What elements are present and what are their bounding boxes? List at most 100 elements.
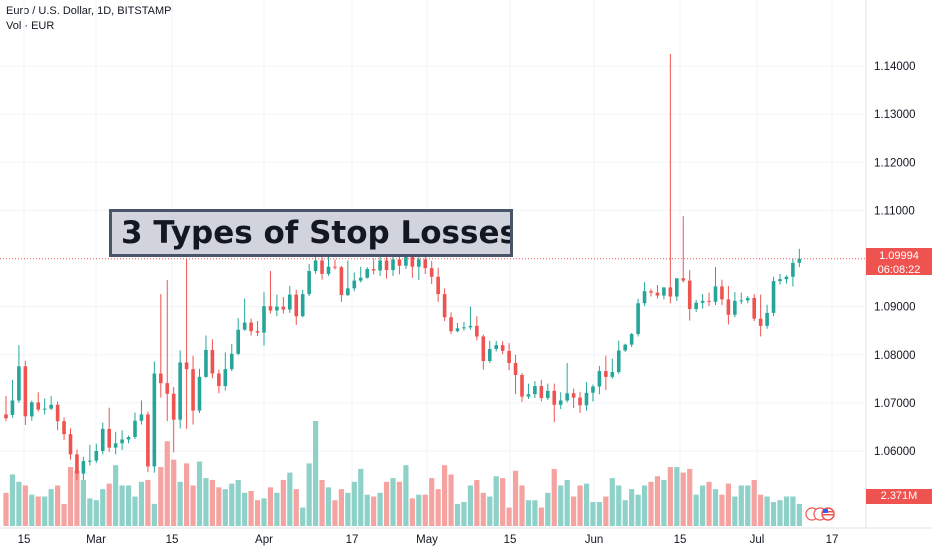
volume-bar [332, 500, 338, 526]
candle [339, 265, 344, 302]
candle-body [17, 366, 21, 401]
candle-body [733, 300, 737, 315]
volume-bar [151, 503, 157, 526]
candle-body [313, 260, 318, 272]
volume-bar [203, 478, 209, 526]
candle [146, 411, 150, 473]
candle-body [591, 386, 595, 393]
candle [526, 383, 531, 400]
candle-body [4, 414, 8, 419]
price-axis-bg [866, 0, 932, 550]
volume-bar [719, 494, 725, 526]
volume-bar [125, 485, 132, 526]
volume-bar [171, 459, 177, 526]
volume-label[interactable]: Vol · EUR [6, 20, 55, 32]
candle-body [778, 279, 782, 282]
x-tick-label: 15 [674, 534, 687, 546]
volume-bar [267, 487, 274, 526]
candle [507, 343, 511, 371]
candle-body [629, 334, 634, 345]
candle-body [371, 269, 376, 271]
candle-body [88, 460, 92, 462]
volume-bar [635, 494, 641, 526]
volume-bar [119, 485, 125, 526]
candle [468, 306, 473, 330]
candle [500, 341, 505, 355]
candle-body [281, 306, 286, 310]
x-tick-label: Apr [255, 534, 273, 546]
candle [326, 256, 331, 276]
candle-body [42, 408, 47, 410]
candle [623, 343, 627, 352]
candle-body [739, 300, 744, 302]
price-axis[interactable]: 1.14000 1.13000 1.12000 1.11000 1.09000 1.080… [865, 0, 932, 550]
candle [552, 383, 557, 423]
candle-body [236, 329, 240, 354]
volume-bar [196, 461, 203, 526]
candle [100, 422, 105, 455]
candle [352, 272, 357, 292]
candle-body [249, 322, 253, 332]
volume-bar [416, 494, 422, 526]
volume-bar [674, 467, 680, 526]
volume-bar [106, 483, 112, 526]
candle [197, 368, 202, 413]
candle-body [49, 404, 53, 409]
candle [68, 428, 73, 460]
volume-bar [577, 485, 583, 526]
volume-bar [229, 483, 235, 526]
candle [739, 292, 744, 305]
y-tick-label: 1.13000 [874, 109, 916, 121]
candle [268, 271, 273, 314]
candle [655, 284, 660, 299]
candle [62, 417, 66, 440]
candle [520, 373, 524, 402]
candle [171, 386, 176, 453]
volume-bar [390, 478, 396, 526]
candle [223, 352, 228, 391]
candle [700, 294, 705, 309]
candle [604, 355, 608, 390]
candle-body [610, 372, 615, 377]
candle-body [578, 397, 582, 406]
overlay-title-box: 3 Types of Stop Losses [109, 209, 513, 257]
volume-bar [351, 481, 357, 526]
candle [288, 285, 292, 313]
candle [636, 298, 640, 337]
volume-bar [487, 496, 493, 526]
candle-body [707, 300, 711, 302]
volume-bar [764, 496, 770, 526]
time-axis[interactable]: 15 Mar 15 Apr 17 May 15 Jun 15 Jul 17 [0, 527, 932, 550]
candle [565, 362, 569, 403]
volume-bar [777, 500, 783, 526]
volume-bar [622, 500, 628, 526]
volume-bar [306, 463, 312, 526]
candle-body [75, 454, 79, 474]
candle-body [681, 278, 686, 281]
us-flag-icon[interactable] [805, 507, 835, 521]
candle-body [771, 281, 776, 313]
candle [668, 53, 673, 304]
candle-body [668, 287, 673, 297]
volume-bar [280, 479, 286, 526]
volume-bar [700, 485, 706, 526]
candle [10, 379, 15, 418]
candle-body [765, 312, 769, 326]
y-tick-label: 1.14000 [874, 61, 916, 73]
candle [94, 443, 99, 464]
volume-bar [293, 489, 299, 526]
candle [113, 431, 118, 455]
candle-body [210, 349, 215, 374]
volume-bar [500, 478, 506, 526]
candle [178, 350, 182, 429]
candle-body [745, 297, 750, 301]
volume-bar [261, 498, 267, 526]
volume-bar [512, 470, 519, 526]
candle-body [391, 259, 395, 271]
candle [578, 391, 582, 413]
candle-body [546, 390, 550, 399]
volume-bar [790, 496, 796, 526]
symbol-title[interactable]: Euro / U.S. Dollar, 1D, BITSTAMP [6, 5, 172, 17]
candle [539, 379, 544, 402]
